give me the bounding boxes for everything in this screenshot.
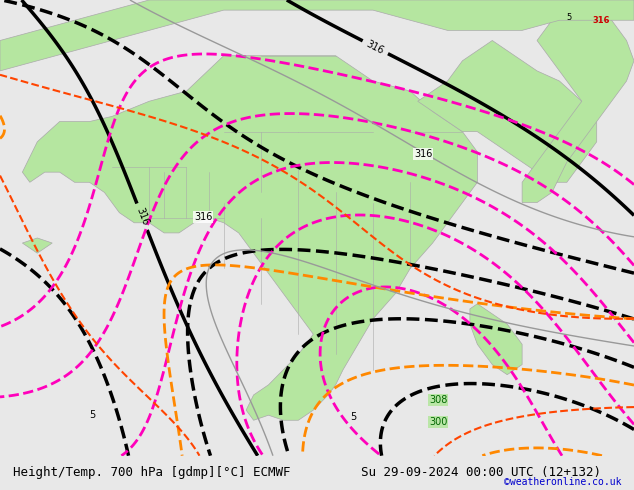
- Polygon shape: [470, 304, 522, 375]
- Text: ©weatheronline.co.uk: ©weatheronline.co.uk: [504, 477, 621, 487]
- Text: 300: 300: [429, 417, 447, 427]
- Polygon shape: [0, 0, 634, 71]
- Text: 5: 5: [89, 410, 96, 420]
- Text: 316: 316: [593, 16, 611, 25]
- Text: 308: 308: [429, 394, 447, 405]
- Polygon shape: [522, 10, 634, 202]
- Text: 5: 5: [567, 13, 572, 22]
- Text: Su 29-09-2024 00:00 UTC (12+132): Su 29-09-2024 00:00 UTC (12+132): [361, 466, 602, 479]
- Text: 316: 316: [365, 39, 385, 56]
- Polygon shape: [418, 41, 597, 182]
- Text: 316: 316: [134, 206, 150, 227]
- Text: 316: 316: [194, 212, 212, 222]
- Text: Height/Temp. 700 hPa [gdmp][°C] ECMWF: Height/Temp. 700 hPa [gdmp][°C] ECMWF: [13, 466, 290, 479]
- Text: 5: 5: [351, 412, 357, 422]
- Polygon shape: [22, 56, 477, 420]
- Polygon shape: [22, 238, 52, 253]
- Text: 316: 316: [414, 149, 432, 159]
